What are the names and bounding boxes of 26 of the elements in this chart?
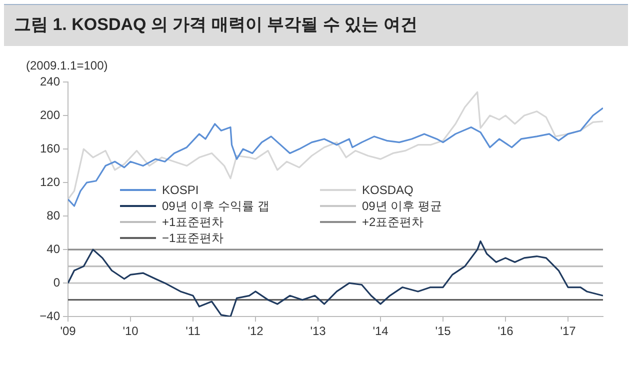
y-tick-label: 160 [40, 141, 60, 156]
legend-label: −1표준편차 [162, 230, 224, 246]
x-tick-label: '10 [122, 324, 139, 338]
x-tick-label: '13 [310, 324, 326, 338]
legend-label: KOSDAQ [362, 183, 414, 197]
y-tick-label: 80 [46, 208, 60, 222]
x-tick-label: '11 [186, 324, 201, 338]
x-tick-label: '17 [560, 324, 576, 338]
legend-label: 09년 이후 수익률 갭 [162, 198, 270, 214]
legend-label: +1표준편차 [162, 214, 224, 230]
legend-label: KOSPI [162, 183, 199, 197]
legend-label: 09년 이후 평균 [362, 198, 442, 214]
y-axis-title: (2009.1.1=100) [26, 58, 108, 72]
y-tick-label: 120 [40, 174, 60, 189]
legend-label: +2표준편차 [362, 214, 424, 230]
chart-title: 그림 1. KOSDAQ 의 가격 매력이 부각될 수 있는 여건 [4, 4, 628, 46]
y-tick-label: −40 [40, 308, 60, 323]
x-tick-label: '12 [248, 324, 264, 338]
x-tick-label: '14 [372, 324, 389, 338]
x-tick-label: '09 [60, 324, 76, 338]
y-tick-label: 40 [46, 242, 60, 256]
x-tick-label: '16 [498, 324, 514, 338]
y-tick-label: 240 [40, 74, 60, 88]
y-tick-label: 0 [53, 275, 60, 290]
x-tick-label: '15 [435, 324, 452, 338]
y-tick-label: 200 [40, 108, 60, 122]
